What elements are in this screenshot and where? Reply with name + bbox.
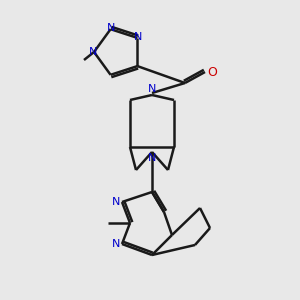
Text: N: N xyxy=(89,47,97,57)
Text: N: N xyxy=(148,153,156,163)
Text: N: N xyxy=(134,32,142,42)
Text: O: O xyxy=(207,65,217,79)
Text: N: N xyxy=(106,23,115,33)
Text: N: N xyxy=(148,84,156,94)
Text: N: N xyxy=(112,239,120,249)
Text: N: N xyxy=(112,197,120,207)
